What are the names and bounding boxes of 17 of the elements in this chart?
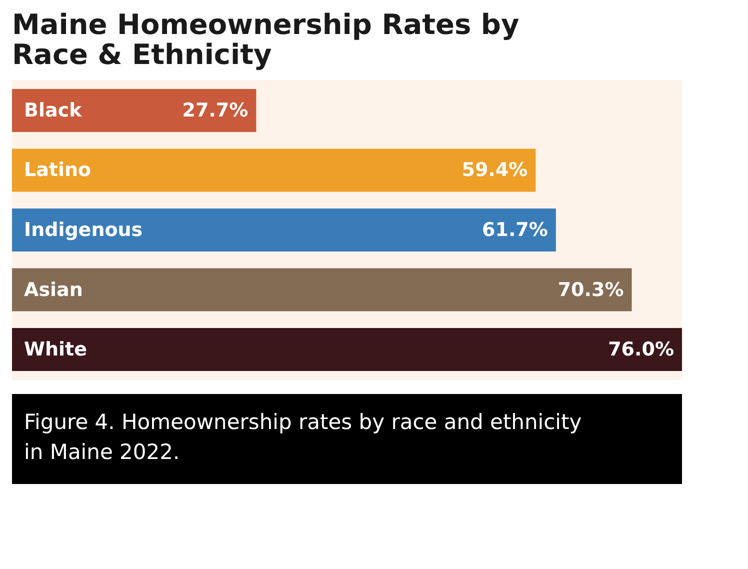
- data-label: 61.7%: [482, 219, 548, 241]
- bar: [12, 208, 556, 252]
- bar: [12, 328, 682, 372]
- y-tick-label: Indigenous: [24, 219, 143, 241]
- y-tick-label: White: [24, 338, 87, 361]
- data-label: 76.0%: [608, 338, 674, 361]
- bar: [12, 88, 256, 132]
- y-tick-label: Latino: [24, 159, 92, 182]
- data-label: 59.4%: [462, 159, 528, 182]
- y-tick-label: Asian: [24, 278, 83, 301]
- bar: [12, 268, 632, 312]
- bar: [12, 148, 536, 192]
- data-label: 70.3%: [558, 278, 624, 301]
- chart-title: Maine Homeownership Rates by Race & Ethnicity: [12, 8, 520, 71]
- caption: Figure 4. Homeownership rates by race and ethnicity in Maine 2022.: [24, 410, 582, 464]
- data-label: 27.7%: [182, 99, 248, 122]
- y-tick-label: Black: [24, 99, 82, 122]
